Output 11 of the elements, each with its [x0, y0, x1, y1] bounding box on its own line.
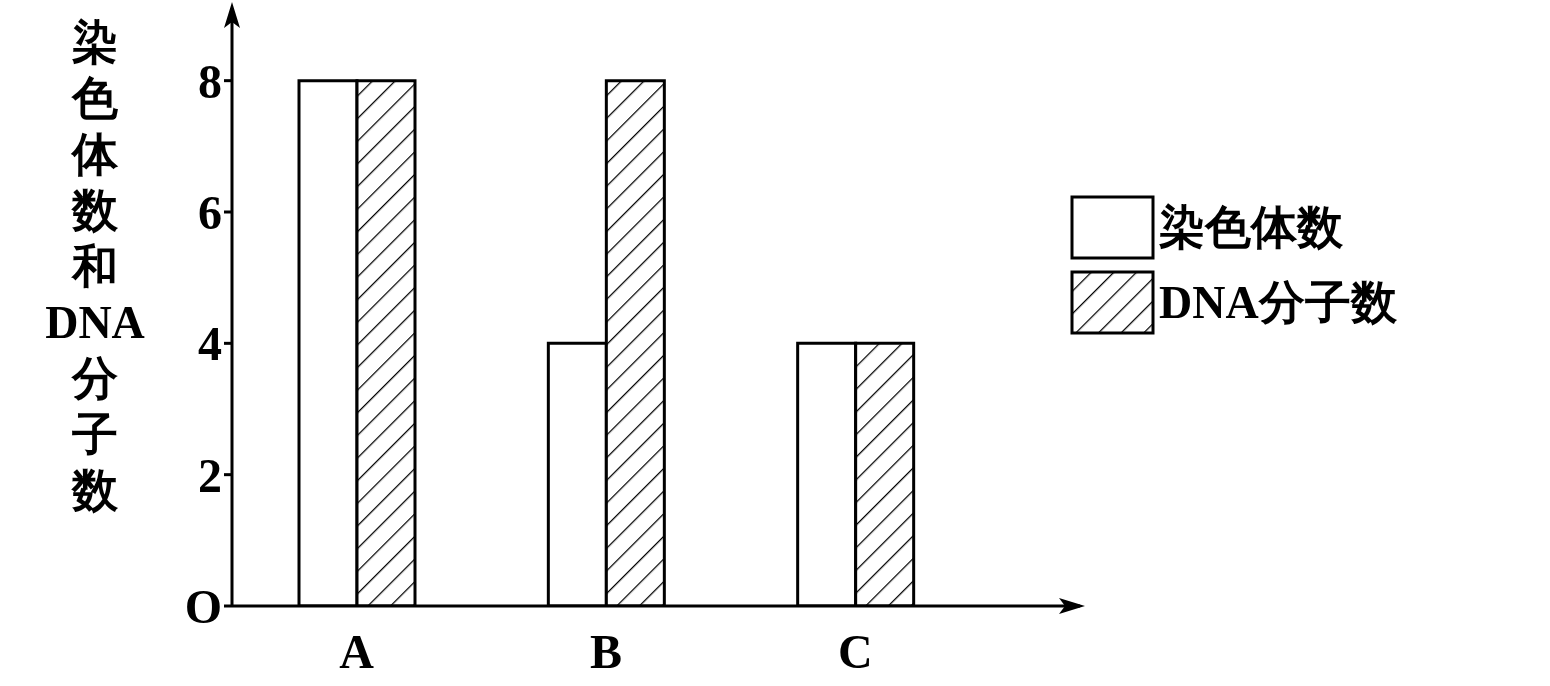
legend-label: 染色体数: [1159, 200, 1343, 255]
y-tick-label: 2: [198, 448, 222, 502]
y-tick-label: 8: [198, 54, 222, 108]
x-tick-label: C: [838, 625, 873, 679]
y-tick-label: O: [184, 580, 222, 634]
y-tick-label: 4: [198, 317, 222, 371]
x-tick-label: A: [339, 625, 375, 679]
legend-label: DNA分子数: [1159, 275, 1397, 330]
x-tick-label: B: [589, 625, 623, 679]
y-tick-label: 6: [198, 186, 222, 240]
text: 染色体数和DNA分子数: [45, 17, 145, 516]
